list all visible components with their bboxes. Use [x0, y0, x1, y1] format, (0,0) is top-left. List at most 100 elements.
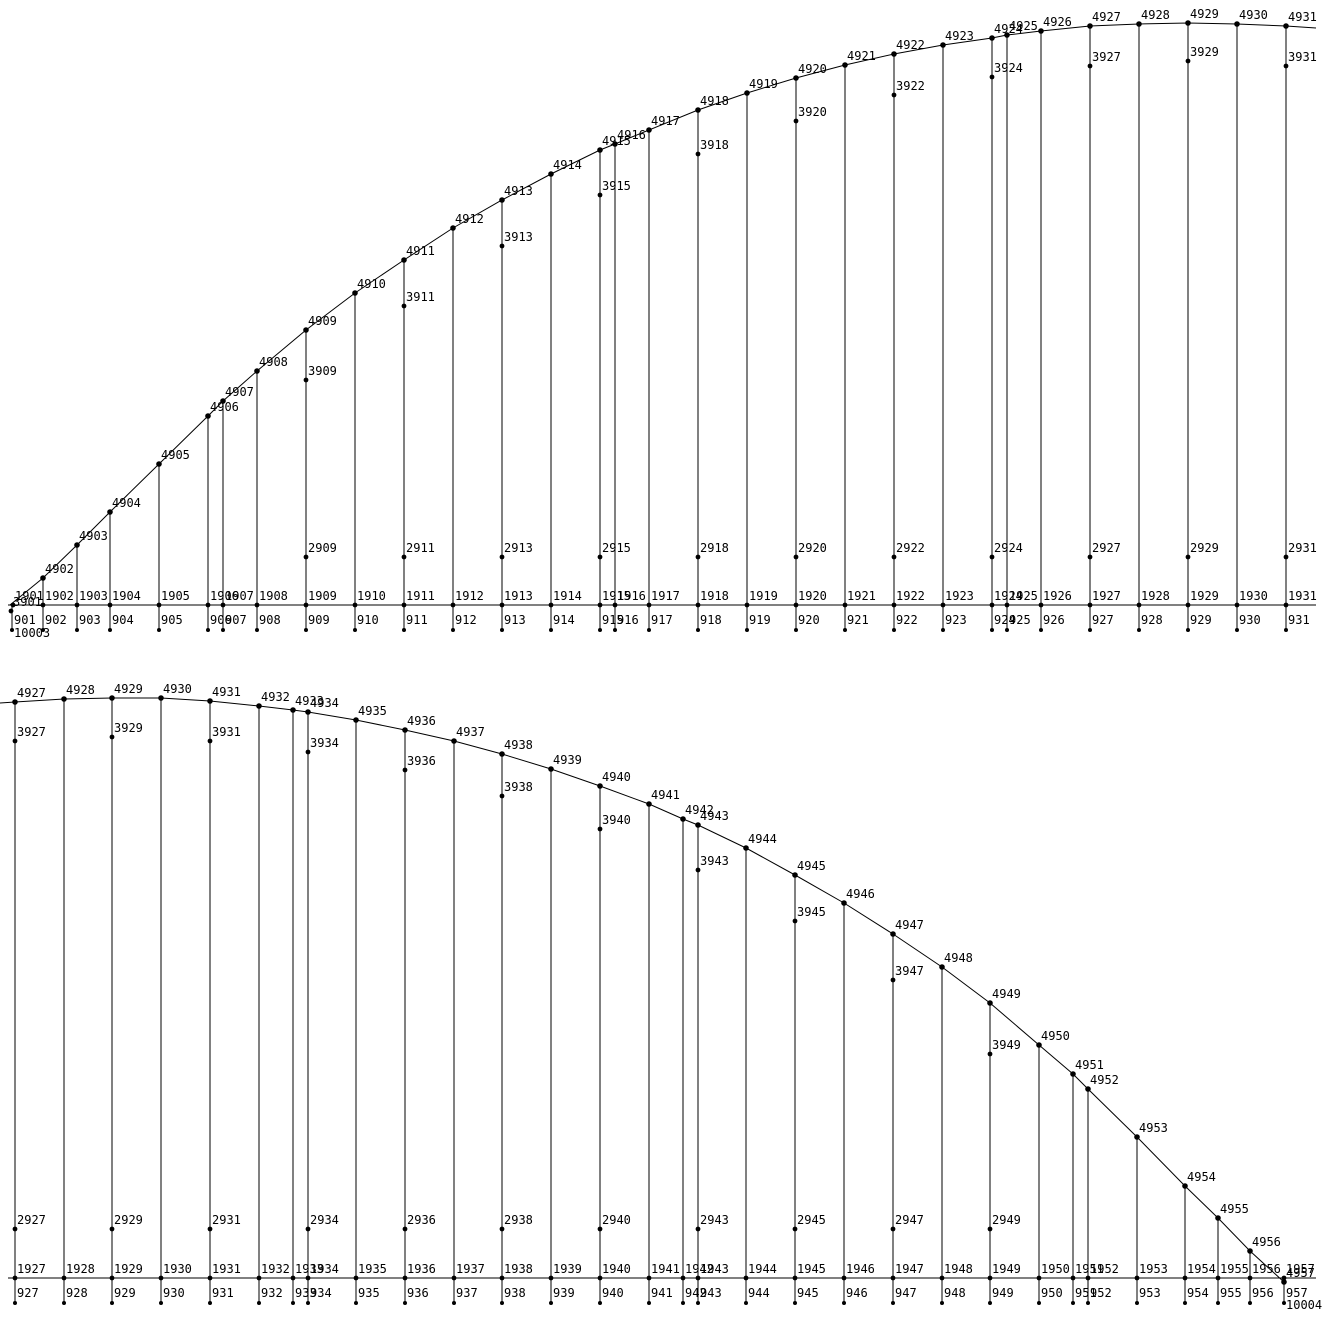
baseline-point: [1185, 602, 1191, 608]
curve-point: [40, 575, 46, 581]
curve-point: [989, 35, 995, 41]
point-label: 1944: [748, 1262, 777, 1276]
baseline-point: [1247, 1275, 1253, 1281]
point-label: 3901: [13, 595, 42, 609]
point-label: 3931: [1288, 50, 1317, 64]
point-label: 4934: [310, 696, 339, 710]
point-label: 1915: [602, 589, 631, 603]
point-label: 955: [1220, 1286, 1242, 1300]
sub-point: [291, 1301, 295, 1305]
baseline-point: [548, 1275, 554, 1281]
point-label: 4955: [1220, 1202, 1249, 1216]
point-label: 4941: [651, 788, 680, 802]
low-point: [695, 1226, 701, 1232]
point-label: 4950: [1041, 1029, 1070, 1043]
baseline-point: [939, 1275, 945, 1281]
point-label: 2927: [1092, 541, 1121, 555]
low-point: [499, 1226, 505, 1232]
point-label: 1954: [1187, 1262, 1216, 1276]
baseline-point: [1070, 1275, 1076, 1281]
sub-point: [1216, 1301, 1220, 1305]
point-label: 2931: [1288, 541, 1317, 555]
point-label: 4953: [1139, 1121, 1168, 1135]
point-label: 4918: [700, 94, 729, 108]
low-point: [891, 554, 897, 560]
point-label: 1935: [358, 1262, 387, 1276]
curve-point: [220, 398, 226, 404]
point-label: 4936: [407, 714, 436, 728]
curve-point: [303, 327, 309, 333]
point-label: 4929: [1190, 7, 1219, 21]
sub-point: [255, 628, 259, 632]
mid-point: [987, 1051, 993, 1057]
point-label: 4947: [895, 918, 924, 932]
low-point: [402, 1226, 408, 1232]
baseline-point: [695, 602, 701, 608]
sub-point: [306, 1301, 310, 1305]
curve-point: [61, 696, 67, 702]
point-label: 930: [1239, 613, 1261, 627]
point-label: 4917: [651, 114, 680, 128]
point-label: 943: [700, 1286, 722, 1300]
point-label: 4909: [308, 314, 337, 328]
point-label: 4944: [748, 832, 777, 846]
curve-point: [305, 709, 311, 715]
point-label: 2924: [994, 541, 1023, 555]
point-label: 956: [1252, 1286, 1274, 1300]
curve-point: [548, 766, 554, 772]
sub-point: [941, 628, 945, 632]
curve-point: [12, 699, 18, 705]
curve-point: [109, 695, 115, 701]
sub-point: [696, 628, 700, 632]
sub-point: [451, 628, 455, 632]
curve-point: [939, 964, 945, 970]
point-label: 935: [358, 1286, 380, 1300]
mid-point: [1087, 63, 1093, 69]
sub-point: [62, 1301, 66, 1305]
point-label: 1930: [163, 1262, 192, 1276]
baseline-point: [548, 602, 554, 608]
baseline-point: [680, 1275, 686, 1281]
point-label: 1922: [896, 589, 925, 603]
point-label: 3922: [896, 79, 925, 93]
point-label: 2949: [992, 1213, 1021, 1227]
point-label: 1914: [553, 589, 582, 603]
curve-point: [987, 1000, 993, 1006]
point-label: 1953: [1139, 1262, 1168, 1276]
sub-point: [1086, 1301, 1090, 1305]
sub-point: [696, 1301, 700, 1305]
point-label: 918: [700, 613, 722, 627]
mid-point: [989, 74, 995, 80]
sub-point: [940, 1301, 944, 1305]
low-point: [305, 1226, 311, 1232]
point-label: 948: [944, 1286, 966, 1300]
point-label: 4930: [163, 682, 192, 696]
point-label: 1905: [161, 589, 190, 603]
point-label: 1936: [407, 1262, 436, 1276]
point-label: 1911: [406, 589, 435, 603]
mid-point: [499, 793, 505, 799]
point-label: 3929: [114, 721, 143, 735]
point-label: 926: [1043, 613, 1065, 627]
point-label: 1927: [1092, 589, 1121, 603]
point-label: 903: [79, 613, 101, 627]
low-point: [401, 554, 407, 560]
point-label: 1949: [992, 1262, 1021, 1276]
point-label: 1938: [504, 1262, 533, 1276]
point-label: 4913: [504, 184, 533, 198]
baseline-point: [12, 1275, 18, 1281]
curve-point: [290, 707, 296, 713]
sub-point: [613, 628, 617, 632]
point-label: 3909: [308, 364, 337, 378]
point-label: 927: [17, 1286, 39, 1300]
curve-point: [1036, 1042, 1042, 1048]
point-label: 1913: [504, 589, 533, 603]
sub-point: [159, 1301, 163, 1305]
point-label: 946: [846, 1286, 868, 1300]
sub-point: [1235, 628, 1239, 632]
point-label: 941: [651, 1286, 673, 1300]
baseline-point: [842, 602, 848, 608]
sub-point: [402, 628, 406, 632]
